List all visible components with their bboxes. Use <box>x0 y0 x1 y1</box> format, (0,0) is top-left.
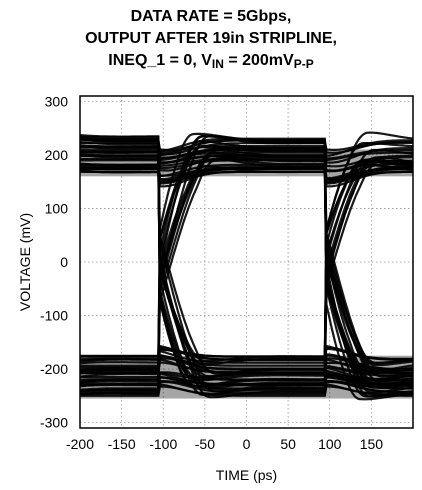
title-line-3-subscript-in: IN <box>211 57 224 71</box>
title-line-3-middle: = 200mV <box>223 52 294 69</box>
eye-trace <box>80 154 413 373</box>
plot-area-frame <box>79 95 414 429</box>
chart-title-line-2: OUTPUT AFTER 19in STRIPLINE, <box>85 30 337 47</box>
y-tick-label: -100 <box>40 308 68 324</box>
eye-trace <box>80 146 413 367</box>
y-tick-label: 0 <box>60 254 68 270</box>
x-tick-label: -150 <box>108 436 136 452</box>
eye-trace <box>80 166 413 184</box>
y-tick-label: 100 <box>45 200 69 216</box>
eye-trace <box>80 138 413 396</box>
x-axis-label: TIME (ps) <box>216 467 277 483</box>
y-tick-label: 200 <box>45 147 69 163</box>
eye-trace <box>80 148 413 375</box>
x-tick-label: 100 <box>318 436 342 452</box>
x-tick-label: -50 <box>195 436 215 452</box>
y-tick-label: 300 <box>45 93 69 109</box>
x-tick-label: 0 <box>243 436 251 452</box>
high-level-band <box>80 149 413 177</box>
low-level-band <box>80 355 413 399</box>
eye-trace <box>80 358 413 374</box>
eye-trace <box>80 160 413 367</box>
x-tick-label: 50 <box>280 436 296 452</box>
y-tick-label: -200 <box>40 361 68 377</box>
eye-trace <box>80 155 413 369</box>
x-tick-label: 150 <box>360 436 384 452</box>
eye-trace <box>80 142 413 379</box>
y-tick-label: -300 <box>40 415 68 431</box>
title-line-3-subscript-pp: P-P <box>293 57 314 71</box>
chart-title-line-1: DATA RATE = 5Gbps, <box>130 8 292 25</box>
eye-trace <box>80 169 413 366</box>
eye-trace <box>80 152 413 382</box>
x-tick-label: -100 <box>149 436 177 452</box>
x-tick-label: -200 <box>66 436 94 452</box>
eye-trace <box>80 140 413 399</box>
y-axis-label: VOLTAGE (mV) <box>17 213 33 311</box>
chart-title-line-3: INEQ_1 = 0, VIN = 200mVP-P <box>0 50 422 75</box>
x-tick-labels: -200 -150 -100 -50 0 50 100 150 <box>66 436 383 452</box>
y-tick-labels: 300 200 100 0 -100 -200 -300 <box>40 93 68 430</box>
eye-trace <box>80 159 413 358</box>
eye-traces <box>80 131 413 401</box>
eye-trace <box>80 132 413 401</box>
eye-trace <box>80 150 413 378</box>
eye-trace <box>80 344 413 362</box>
title-line-3-prefix: INEQ_1 = 0, V <box>108 52 212 69</box>
eye-trace <box>80 170 413 185</box>
